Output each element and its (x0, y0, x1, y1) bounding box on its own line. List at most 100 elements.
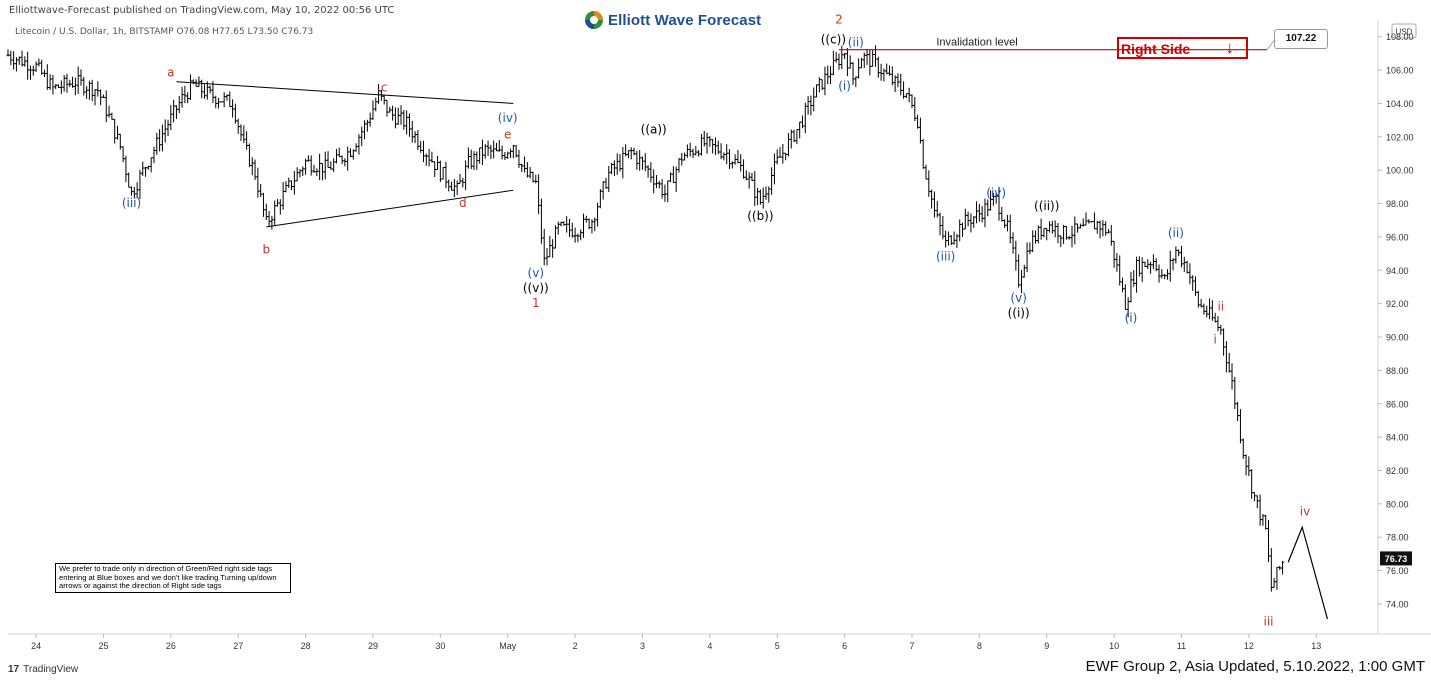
price-candle (983, 198, 987, 228)
price-candle (702, 130, 706, 147)
price-candle (1267, 519, 1271, 563)
price-candle (405, 110, 409, 135)
price-candle (946, 231, 950, 246)
price-candle (203, 84, 207, 99)
price-candle (893, 75, 897, 93)
price-candle (12, 51, 16, 70)
price-candle (938, 212, 942, 236)
price-candle (646, 165, 650, 178)
price-candle (79, 69, 83, 86)
price-candle (975, 201, 979, 224)
price-candle (775, 149, 779, 165)
wave-label: (iv) (498, 111, 518, 125)
price-candle (871, 49, 875, 67)
price-candle (584, 215, 588, 223)
wave-label: (i) (838, 79, 851, 93)
price-candle (1250, 469, 1254, 499)
price-candle (450, 181, 454, 191)
right-side-tag: Right Side ↓ (1117, 37, 1248, 59)
price-candle (980, 206, 984, 223)
price-candle (48, 74, 52, 90)
price-candle (346, 146, 350, 171)
price-candle (1157, 264, 1161, 283)
wave-label: (v) (1010, 291, 1026, 305)
price-candle (292, 171, 296, 195)
price-candle (770, 167, 774, 195)
y-tick-label: 80.00 (1386, 499, 1409, 509)
price-candle (539, 198, 543, 244)
price-candle (1005, 214, 1009, 232)
price-candle (907, 87, 911, 103)
x-tick-label: 25 (98, 641, 108, 651)
price-candle (231, 99, 235, 118)
price-candle (113, 118, 117, 144)
price-candle (843, 52, 847, 59)
price-candle (876, 56, 880, 78)
price-candle (918, 117, 922, 144)
price-candle (885, 63, 889, 75)
price-candle (225, 94, 229, 101)
price-candle (357, 134, 361, 155)
price-candle (1185, 260, 1189, 274)
price-candle (73, 77, 77, 96)
price-candle (492, 140, 496, 159)
wave-label: ((ii)) (1034, 199, 1059, 213)
price-candle (1087, 219, 1091, 224)
tradingview-logo-icon: 17 (8, 664, 20, 675)
wave-label: 1 (532, 296, 540, 310)
price-candle (604, 177, 608, 189)
price-candle (1216, 316, 1220, 332)
price-candle (458, 173, 462, 184)
x-tick-label: 9 (1044, 641, 1049, 651)
price-candle (1188, 263, 1192, 285)
price-candle (1059, 235, 1063, 247)
price-candle (803, 102, 807, 134)
price-candle (486, 140, 490, 157)
y-tick-label: 92.00 (1386, 299, 1409, 309)
price-candle (1003, 219, 1007, 228)
price-candle (733, 154, 737, 165)
x-tick-label: 10 (1109, 641, 1119, 651)
price-candle (1137, 256, 1141, 277)
price-candle (132, 186, 136, 198)
price-candle (859, 57, 863, 69)
price-candle (1149, 261, 1153, 274)
price-candle (972, 216, 976, 228)
price-candle (966, 211, 970, 227)
price-candle (559, 221, 563, 227)
price-candle (163, 119, 167, 143)
price-candle (935, 200, 939, 218)
wave-label: (iv) (986, 186, 1006, 200)
price-candle (34, 61, 38, 72)
y-tick-label: 84.00 (1386, 433, 1409, 443)
price-candle (1106, 229, 1110, 234)
price-candle (1160, 269, 1164, 279)
price-candle (1278, 565, 1282, 571)
price-candle (402, 110, 406, 130)
price-candle (1171, 258, 1175, 271)
price-candle (1078, 223, 1082, 229)
price-candle (23, 56, 27, 67)
price-candle (764, 186, 768, 200)
x-tick-label: 24 (31, 641, 41, 651)
price-candle (1126, 297, 1130, 318)
price-candle (1233, 377, 1237, 410)
price-candle (1219, 324, 1223, 335)
price-candle (1014, 240, 1018, 271)
wave-label: (iii) (936, 249, 955, 263)
price-candle (76, 66, 80, 94)
price-candle (899, 73, 903, 96)
price-candle (1255, 495, 1259, 509)
price-candle (200, 79, 204, 99)
price-candle (1028, 242, 1032, 255)
x-tick-label: 30 (435, 641, 445, 651)
price-candle (1143, 261, 1147, 268)
price-candle (1067, 235, 1071, 240)
price-candle (388, 106, 392, 113)
price-candle (1031, 230, 1035, 253)
price-candle (1258, 494, 1262, 526)
price-candle (343, 158, 347, 167)
price-candle (862, 52, 866, 68)
price-candle (444, 161, 448, 189)
price-candle (817, 77, 821, 93)
